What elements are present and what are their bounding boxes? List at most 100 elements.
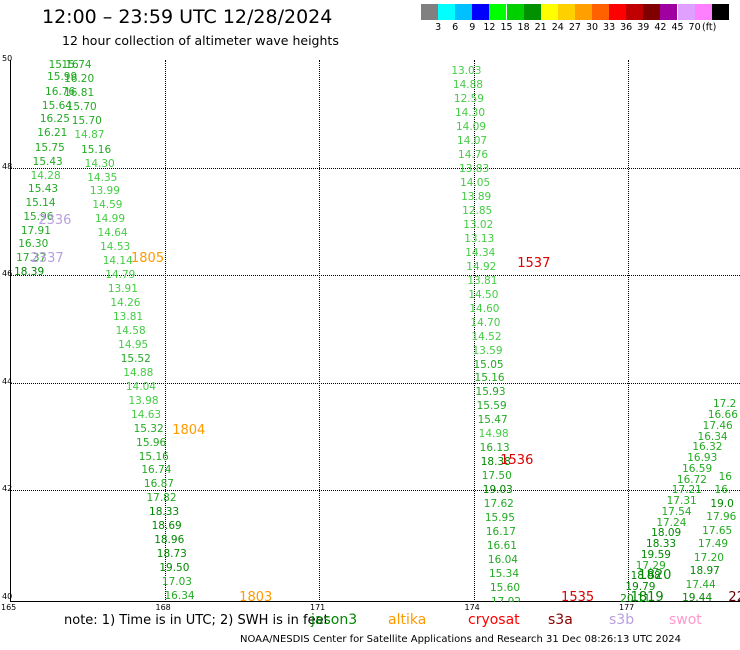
wave-height-value: 13.83: [459, 162, 490, 175]
wave-height-value: 18.39: [14, 265, 45, 278]
wave-height-value: 19.0: [710, 497, 734, 510]
wave-height-value: 15.43: [28, 183, 59, 196]
wave-height-value: 16.81: [64, 87, 95, 100]
wave-height-value: 18.98: [630, 570, 661, 583]
wave-height-value: 12.85: [462, 204, 493, 217]
legend-label: 42: [654, 22, 667, 33]
wave-height-value: 13.59: [472, 344, 503, 357]
wave-height-value: 17.92: [491, 596, 521, 602]
legend-label: 30: [585, 22, 599, 33]
satellite-name: cryosat: [468, 612, 520, 628]
legend-swatch: [643, 4, 661, 20]
wave-height-value: 14.70: [470, 316, 501, 329]
latitude-label: 50: [2, 54, 13, 63]
latitude-gridline: [10, 167, 740, 169]
wave-height-value: 19.44: [682, 592, 713, 602]
wave-height-value: 14.14: [102, 254, 133, 267]
wave-height-value: 17.37: [16, 251, 47, 264]
wave-height-value: 16.21: [37, 127, 68, 140]
wave-height-value: 19.79: [625, 581, 656, 594]
wave-height-value: 15.95: [484, 512, 515, 525]
wave-height-value: 17.03: [161, 576, 192, 589]
legend-swatch: [523, 4, 541, 20]
wave-height-value: 14.99: [94, 213, 126, 226]
legend-label: 6: [452, 22, 459, 33]
wave-height-value: 15.75: [34, 141, 65, 154]
legend-swatch: [660, 4, 678, 20]
pass-time-label: 1819: [630, 590, 664, 603]
wave-height-value: 14.50: [468, 288, 499, 301]
wave-height-value: 15.99: [47, 71, 78, 84]
wave-height-value: 14.88: [452, 78, 483, 91]
wave-height-value: 14.53: [100, 240, 131, 253]
legend-swatch: [711, 4, 729, 20]
wave-height-value: 19.59: [640, 548, 671, 561]
legend-label: 36: [620, 22, 633, 33]
wave-height-value: 19.50: [159, 562, 190, 575]
wave-height-value: 15.14: [25, 197, 56, 210]
wave-height-value: 20.11: [620, 592, 651, 602]
legend-label: 9: [469, 22, 476, 33]
wave-height-value: 17.21: [671, 484, 702, 497]
legend-unit: (ft): [702, 22, 717, 33]
wave-height-value: 18.96: [154, 534, 185, 547]
wave-height-value: 16.61: [486, 540, 517, 553]
wave-height-value: 13.81: [113, 310, 144, 323]
latitude-label: 48: [2, 161, 13, 171]
pass-time-label: 1804: [172, 423, 206, 439]
legend-swatch: [557, 4, 575, 20]
legend-label: 24: [551, 22, 564, 33]
wave-height-value: 15.32: [133, 422, 164, 435]
wave-height-value: 17.91: [20, 225, 51, 238]
legend-label: 18: [517, 22, 530, 33]
legend-swatch: [677, 4, 695, 20]
longitude-gridline: [473, 60, 475, 602]
latitude-label: 40: [2, 592, 13, 601]
wave-height-value: 13.98: [128, 394, 159, 407]
map-subtitle: 12 hour collection of altimeter wave hei…: [62, 33, 339, 48]
wave-height-value: 15.16: [48, 60, 79, 72]
latitude-gridline: [10, 382, 740, 384]
legend-swatch: [694, 4, 712, 20]
pass-time-label: 1537: [517, 256, 551, 272]
longitude-label: 174: [464, 603, 480, 612]
wave-height-value: 14.95: [118, 338, 149, 351]
legend-swatch: [421, 4, 438, 20]
wave-height-value: 16.13: [479, 442, 510, 455]
wave-height-value: 13.03: [451, 64, 482, 77]
wave-height-value: 14.09: [455, 120, 487, 133]
legend-swatch: [540, 4, 558, 20]
legend-label: 45: [671, 22, 684, 33]
wave-height-value: 16.20: [64, 72, 95, 85]
wave-height-value: 15.96: [23, 211, 54, 224]
wave-height-value: 17.65: [702, 524, 733, 537]
wave-height-value: 13.89: [461, 190, 492, 203]
wave-height-value: 15.05: [473, 358, 504, 371]
longitude-label: 168: [155, 603, 171, 612]
longitude-label: 171: [310, 603, 326, 612]
satellite-name: s3a: [548, 612, 573, 628]
wave-height-value: 15.59: [476, 400, 507, 413]
wave-height-value: 17.2: [712, 398, 737, 411]
longitude-gridline: [164, 60, 166, 602]
pass-time-label: 2337: [30, 251, 64, 267]
legend-swatch: [489, 4, 507, 20]
pass-time-label: 2336: [38, 213, 72, 229]
wave-height-value: 17.50: [481, 470, 512, 483]
legend-label: 27: [568, 22, 581, 33]
wave-height-value: 17.82: [146, 492, 177, 505]
map-title: 12:00 – 23:59 UTC 12/28/2024: [42, 6, 333, 28]
wave-height-value: 15.96: [136, 436, 167, 449]
wave-height-value: 14.30: [84, 157, 115, 170]
legend-swatch: [609, 4, 627, 20]
wave-height-value: 18.33: [149, 506, 180, 519]
wave-height-value: 15.47: [477, 414, 508, 427]
pass-time-label: 22: [728, 590, 740, 603]
wave-height-value: 16.93: [687, 452, 718, 465]
wave-height-value: 15.64: [41, 100, 72, 113]
satellite-name: altika: [388, 612, 427, 628]
wave-height-value: 17.24: [656, 516, 687, 529]
wave-height-value: 16: [718, 470, 732, 483]
wave-height-value: 18.97: [689, 565, 720, 578]
wave-height-value: 15.70: [71, 115, 102, 128]
